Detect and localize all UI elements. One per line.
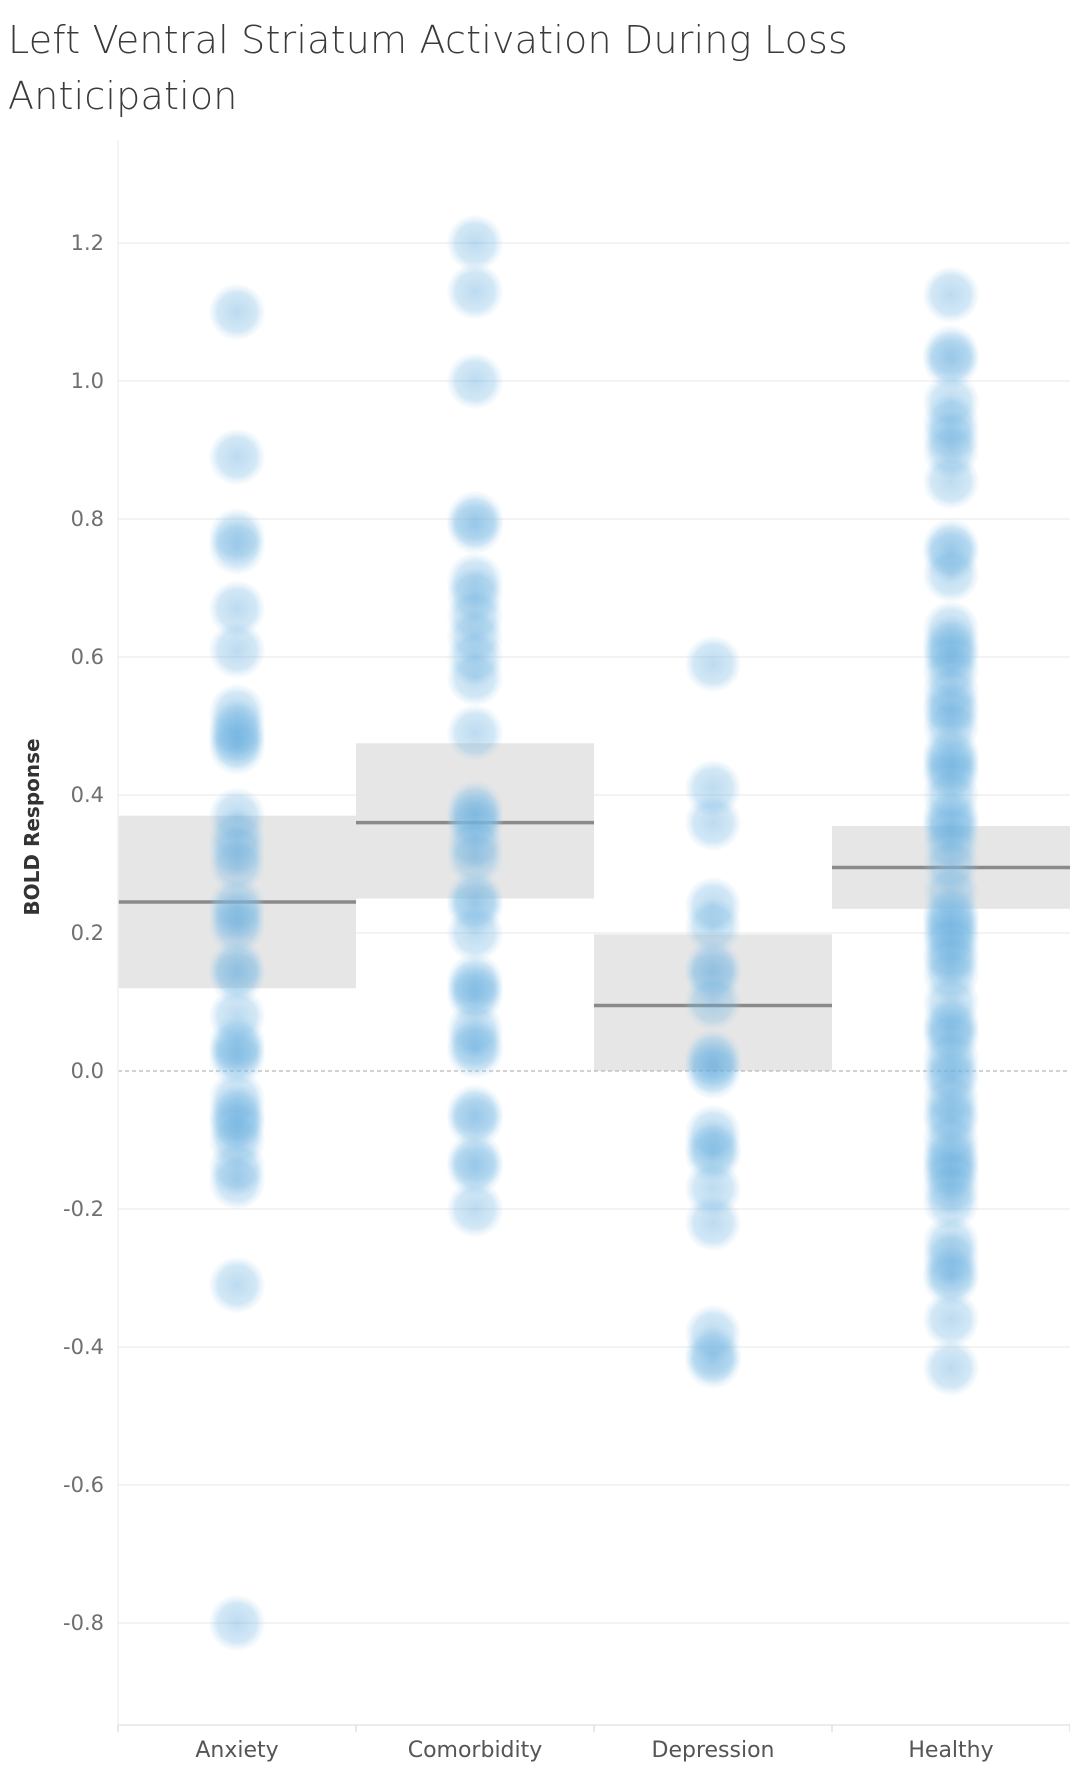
data-point xyxy=(685,1332,741,1389)
data-point xyxy=(685,635,741,692)
data-point xyxy=(209,1595,265,1651)
x-category-label: Anxiety xyxy=(195,1738,278,1763)
y-tick-label: -0.8 xyxy=(63,1611,104,1635)
data-point xyxy=(209,1256,265,1313)
data-point xyxy=(209,622,265,679)
data-point xyxy=(923,1339,979,1396)
y-tick-label: -0.2 xyxy=(63,1197,104,1221)
y-tick-label: -0.4 xyxy=(63,1335,104,1359)
y-tick-label: 0.2 xyxy=(71,921,104,945)
data-point xyxy=(209,580,265,637)
x-category-label: Depression xyxy=(652,1738,775,1763)
data-point xyxy=(209,836,265,892)
data-point xyxy=(209,284,265,340)
x-category-label: Healthy xyxy=(908,1738,993,1763)
y-tick-label: 0.0 xyxy=(71,1059,104,1083)
data-point xyxy=(923,1291,979,1348)
data-points xyxy=(209,215,979,1651)
data-point xyxy=(685,1194,741,1251)
data-point xyxy=(447,905,503,961)
y-tick-label: 0.4 xyxy=(71,783,104,807)
data-point xyxy=(685,1043,741,1099)
data-point xyxy=(447,353,503,409)
axes xyxy=(117,140,1070,1732)
data-point xyxy=(923,266,979,323)
y-tick-label: 1.2 xyxy=(71,231,104,255)
data-point xyxy=(209,1153,265,1210)
data-point xyxy=(447,1091,503,1148)
y-tick-label: 0.6 xyxy=(71,645,104,669)
y-tick-label: 0.8 xyxy=(71,507,104,531)
data-point xyxy=(209,898,265,955)
data-point xyxy=(447,1139,503,1196)
data-point xyxy=(447,649,503,706)
chart-title: Left Ventral Striatum Activation During … xyxy=(8,18,849,118)
data-point xyxy=(685,974,741,1030)
data-point xyxy=(923,453,979,510)
data-point xyxy=(209,1029,265,1086)
data-point xyxy=(209,428,265,485)
data-point xyxy=(447,1022,503,1079)
data-point xyxy=(209,946,265,1003)
data-point xyxy=(685,794,741,851)
x-category-label: Comorbidity xyxy=(408,1738,543,1763)
data-point xyxy=(447,263,503,320)
y-tick-label: -0.6 xyxy=(63,1473,104,1497)
data-point xyxy=(447,497,503,554)
data-point xyxy=(923,546,979,603)
data-point xyxy=(923,1174,979,1231)
y-axis-title: BOLD Response xyxy=(20,738,44,915)
data-point xyxy=(209,518,265,575)
data-point xyxy=(447,829,503,886)
data-point xyxy=(923,1250,979,1306)
data-point xyxy=(447,215,503,271)
y-tick-labels: -0.8 -0.6 -0.4 -0.2 0.0 0.2 0.4 0.6 0.8 1.0 1.2 xyxy=(63,231,104,1635)
data-point xyxy=(447,1181,503,1237)
data-point xyxy=(685,898,741,955)
x-category-labels: Anxiety Comorbidity Depression Healthy xyxy=(195,1738,993,1763)
data-point xyxy=(447,704,503,761)
y-tick-label: 1.0 xyxy=(71,369,104,393)
data-point xyxy=(209,718,265,775)
data-point xyxy=(923,332,979,389)
